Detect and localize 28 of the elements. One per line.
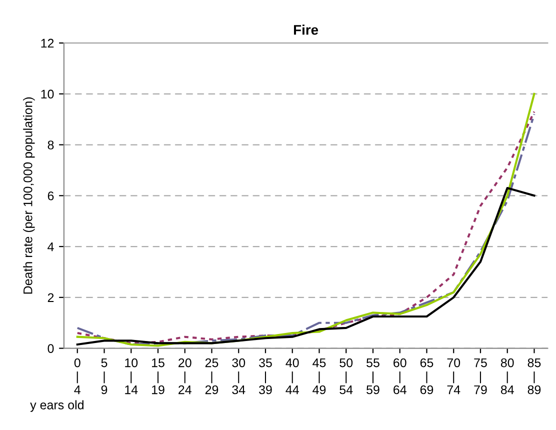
x-tick-label: 15 | 19 bbox=[152, 358, 164, 394]
y-tick-label: 6 bbox=[48, 191, 54, 200]
y-axis-title: Death rate (per 100,000 population) bbox=[23, 97, 35, 294]
x-tick-label: 40 | 44 bbox=[286, 358, 299, 394]
x-tick-label: 85 | 89 bbox=[528, 358, 541, 394]
x-tick-label: 65 | 69 bbox=[420, 358, 434, 394]
y-tick-label: 10 bbox=[41, 90, 54, 99]
x-tick-label: 45 | 49 bbox=[312, 358, 326, 394]
x-tick-label: 5 | 9 bbox=[101, 358, 108, 394]
y-tick-label: 4 bbox=[48, 242, 54, 252]
x-tick-label: 75 | 79 bbox=[474, 358, 487, 394]
y-tick-label: 0 bbox=[48, 344, 54, 353]
x-axis-title: y ears old bbox=[30, 400, 84, 412]
x-tick-label: 0 | 4 bbox=[74, 358, 80, 394]
x-tick-label: 30 | 34 bbox=[232, 358, 246, 394]
x-tick-label: 80 | 84 bbox=[500, 358, 514, 394]
x-tick-label: 20 | 24 bbox=[178, 358, 192, 394]
x-tick-label: 70 | 74 bbox=[447, 358, 460, 394]
x-tick-label: 55 | 59 bbox=[366, 358, 380, 394]
y-tick-label: 8 bbox=[48, 140, 54, 150]
x-tick-label: 35 | 39 bbox=[259, 358, 272, 394]
x-tick-label: 60 | 64 bbox=[394, 358, 406, 394]
x-tick-label: 25 | 29 bbox=[205, 358, 218, 394]
chart-title: Fire bbox=[294, 24, 318, 35]
x-tick-label: 50 | 54 bbox=[340, 358, 353, 394]
y-tick-label: 12 bbox=[41, 38, 54, 48]
x-tick-label: 10 | 14 bbox=[125, 358, 138, 394]
y-tick-label: 2 bbox=[48, 293, 54, 302]
